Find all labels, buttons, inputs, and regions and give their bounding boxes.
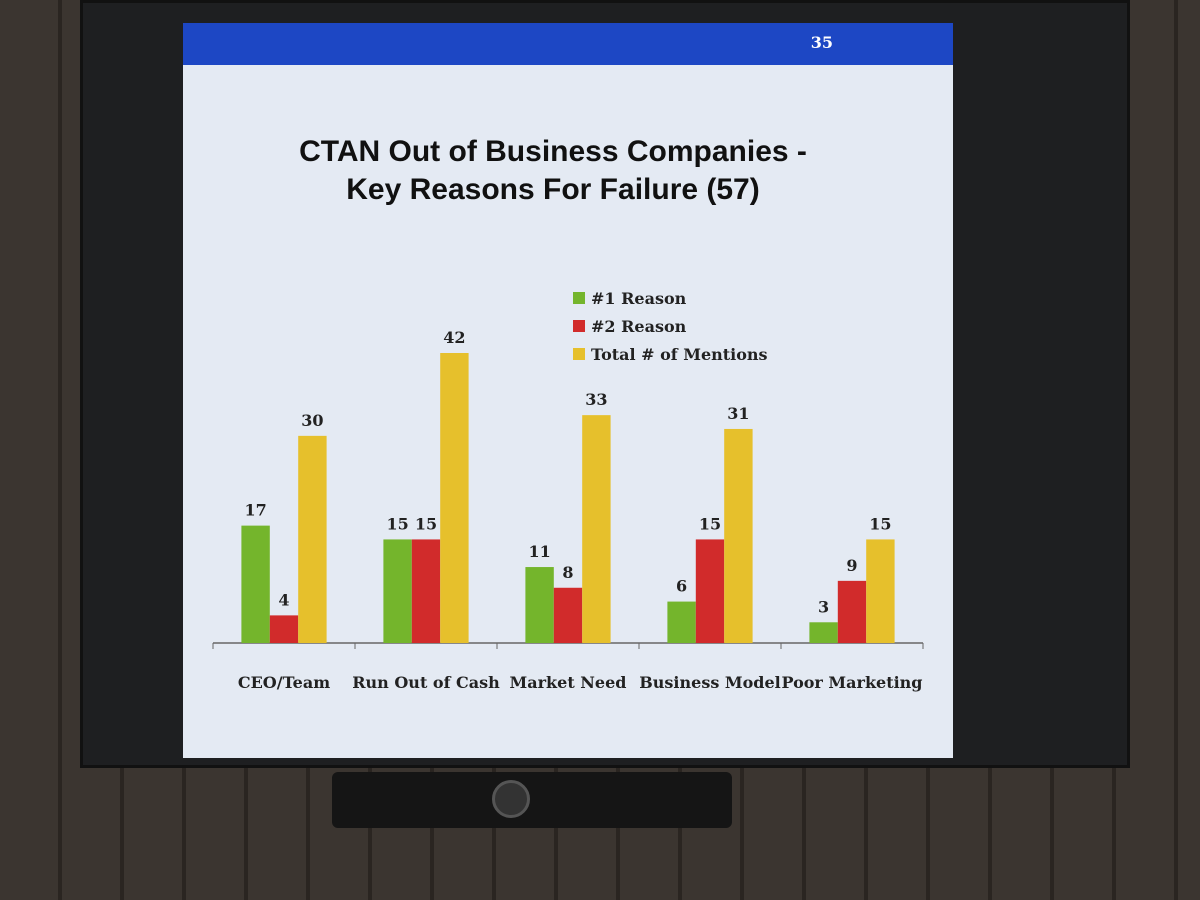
- bar: [525, 567, 554, 643]
- data-label: 42: [443, 328, 465, 347]
- x-tick-label: Run Out of Cash: [352, 673, 500, 692]
- data-label: 15: [869, 514, 891, 533]
- bar: [411, 539, 441, 643]
- data-label: 31: [727, 404, 749, 423]
- data-label: 33: [585, 390, 607, 409]
- data-label: 9: [846, 556, 857, 575]
- data-label: 15: [699, 514, 721, 533]
- chart-title: CTAN Out of Business Companies - Key Rea…: [299, 135, 807, 206]
- data-label: 4: [278, 590, 289, 609]
- x-tick-label: Business Model: [639, 673, 780, 692]
- camera: [492, 780, 530, 818]
- legend-swatch: [573, 320, 585, 332]
- x-tick-label: Market Need: [510, 673, 627, 692]
- sound-bar: [332, 772, 732, 828]
- bar: [809, 622, 838, 643]
- x-tick-label: Poor Marketing: [781, 673, 922, 692]
- data-label: 6: [676, 577, 687, 596]
- bar: [866, 539, 895, 643]
- data-label: 8: [562, 563, 573, 582]
- bar: [582, 415, 611, 643]
- bar: [667, 601, 696, 643]
- data-label: 11: [528, 542, 550, 561]
- legend-label: #2 Reason: [591, 317, 687, 336]
- bar: [298, 435, 327, 643]
- bar: [695, 539, 725, 643]
- bar: [383, 539, 412, 643]
- bar: [837, 580, 867, 643]
- data-label: 30: [301, 411, 323, 430]
- monitor: 35 CTAN Out of Business Companies - Key …: [80, 0, 1130, 768]
- bar: [724, 428, 753, 643]
- x-tick-label: CEO/Team: [238, 673, 330, 692]
- bar: [553, 587, 583, 643]
- slide: 35 CTAN Out of Business Companies - Key …: [183, 23, 953, 758]
- data-label: 15: [415, 514, 437, 533]
- data-label: 17: [244, 501, 266, 520]
- data-label: 3: [818, 597, 829, 616]
- bar: [440, 353, 469, 643]
- chart: #1 Reason #2 Reason Total # of Mentions CEO…: [212, 289, 924, 692]
- legend-label: Total # of Mentions: [591, 345, 768, 364]
- data-label: 15: [386, 514, 408, 533]
- legend-swatch: [573, 348, 585, 360]
- legend-label: #1 Reason: [591, 289, 687, 308]
- legend-swatch: [573, 292, 585, 304]
- slide-number: 35: [810, 33, 833, 52]
- bar: [241, 525, 270, 643]
- bar: [269, 615, 299, 643]
- slide-header-bar: 35: [183, 23, 953, 65]
